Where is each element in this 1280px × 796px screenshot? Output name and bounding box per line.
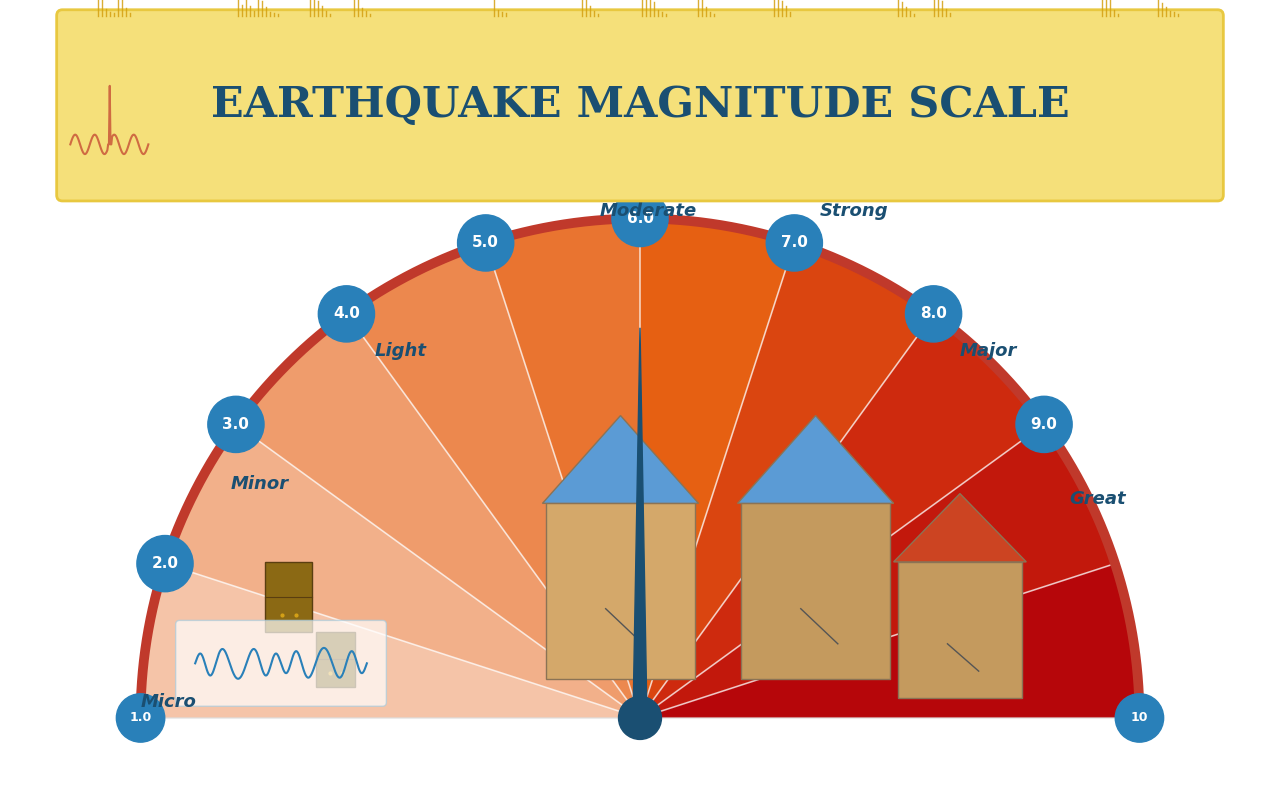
Circle shape (137, 536, 193, 591)
Text: 2.0: 2.0 (151, 556, 178, 571)
Wedge shape (640, 424, 1115, 718)
Circle shape (319, 286, 375, 342)
Polygon shape (634, 328, 646, 718)
Wedge shape (640, 243, 933, 718)
FancyBboxPatch shape (741, 503, 890, 679)
Circle shape (116, 694, 165, 742)
FancyBboxPatch shape (897, 562, 1023, 698)
Polygon shape (147, 707, 163, 729)
Text: 8.0: 8.0 (920, 306, 947, 322)
Polygon shape (919, 314, 937, 334)
Circle shape (767, 215, 823, 271)
Text: 5.0: 5.0 (472, 236, 499, 251)
Wedge shape (236, 314, 640, 718)
Wedge shape (485, 219, 640, 718)
Circle shape (905, 286, 961, 342)
Polygon shape (237, 420, 256, 439)
Text: Minor: Minor (230, 475, 288, 493)
Polygon shape (543, 416, 699, 503)
Wedge shape (640, 564, 1139, 718)
Text: Strong: Strong (819, 201, 888, 220)
Circle shape (618, 696, 662, 739)
Polygon shape (737, 416, 893, 503)
Text: Light: Light (375, 342, 426, 360)
Text: Micro: Micro (141, 693, 196, 712)
Circle shape (1016, 396, 1073, 452)
Text: Great: Great (1069, 490, 1126, 509)
FancyBboxPatch shape (56, 10, 1224, 201)
Polygon shape (170, 556, 189, 576)
FancyBboxPatch shape (265, 562, 312, 632)
Text: 10: 10 (1130, 712, 1148, 724)
Text: 7.0: 7.0 (781, 236, 808, 251)
Polygon shape (343, 314, 361, 334)
Polygon shape (477, 248, 499, 267)
Text: EARTHQUAKE MAGNITUDE SCALE: EARTHQUAKE MAGNITUDE SCALE (211, 84, 1069, 127)
Text: 6.0: 6.0 (626, 211, 654, 226)
Circle shape (457, 215, 513, 271)
Text: 3.0: 3.0 (223, 417, 250, 432)
Polygon shape (893, 494, 1027, 562)
Wedge shape (347, 243, 640, 718)
Circle shape (612, 190, 668, 247)
Text: 4.0: 4.0 (333, 306, 360, 322)
FancyBboxPatch shape (316, 632, 355, 687)
Text: 1.0: 1.0 (129, 712, 151, 724)
FancyBboxPatch shape (547, 503, 695, 679)
Wedge shape (640, 219, 795, 718)
Polygon shape (1117, 707, 1133, 729)
Polygon shape (1024, 420, 1043, 439)
Wedge shape (141, 564, 640, 718)
Text: Moderate: Moderate (599, 201, 696, 220)
Wedge shape (640, 314, 1044, 718)
Polygon shape (781, 248, 803, 267)
Wedge shape (165, 424, 640, 718)
Polygon shape (628, 227, 652, 244)
Circle shape (207, 396, 264, 452)
Circle shape (1115, 694, 1164, 742)
Text: Major: Major (960, 342, 1018, 360)
FancyBboxPatch shape (175, 620, 387, 706)
Text: 9.0: 9.0 (1030, 417, 1057, 432)
